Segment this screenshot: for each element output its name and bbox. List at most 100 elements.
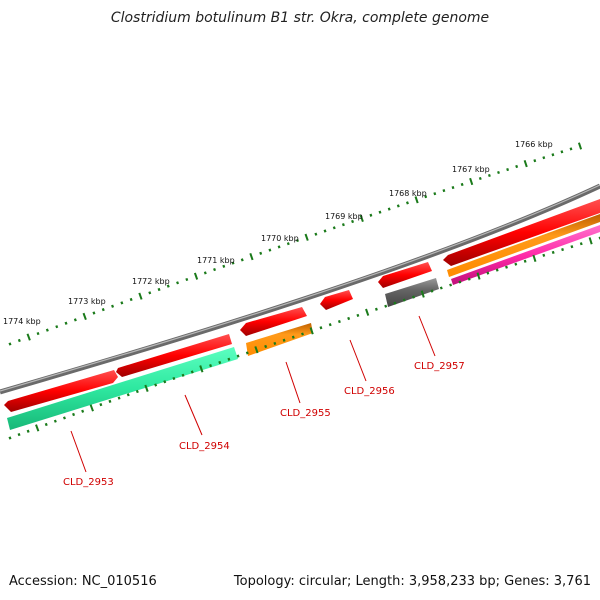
- major-tick: [249, 252, 254, 261]
- minor-tick: [442, 189, 446, 193]
- genome-backbone: [0, 183, 600, 395]
- minor-tick: [551, 250, 555, 255]
- minor-tick: [45, 328, 49, 332]
- minor-tick: [439, 286, 443, 290]
- minor-tick: [387, 207, 391, 211]
- minor-tick: [467, 277, 471, 281]
- minor-tick: [560, 150, 564, 154]
- cds-reverse-orange[interactable]: [246, 323, 313, 356]
- cds-forward[interactable]: [4, 370, 118, 412]
- gene-label[interactable]: CLD_2954: [179, 441, 230, 452]
- minor-tick: [542, 156, 546, 160]
- cds-reverse-gray[interactable]: [385, 278, 439, 307]
- minor-tick: [8, 436, 12, 440]
- gene-label[interactable]: CLD_2953: [63, 477, 114, 488]
- minor-tick: [405, 201, 409, 205]
- major-tick: [144, 384, 149, 392]
- minor-tick: [172, 376, 176, 381]
- minor-tick: [515, 164, 519, 169]
- minor-tick: [17, 338, 21, 343]
- minor-tick: [369, 213, 373, 217]
- scale-label: 1771 kbp: [197, 256, 235, 265]
- cds-forward[interactable]: [240, 307, 307, 336]
- minor-tick: [478, 176, 482, 181]
- gene-label[interactable]: CLD_2956: [344, 386, 395, 397]
- cds-reverse-green[interactable]: [7, 347, 238, 430]
- minor-tick: [497, 170, 500, 175]
- major-tick: [254, 346, 259, 354]
- major-tick: [476, 272, 481, 280]
- cds-forward[interactable]: [378, 262, 432, 288]
- minor-tick: [579, 242, 583, 246]
- cds-forward[interactable]: [320, 290, 353, 310]
- minor-tick: [26, 429, 30, 433]
- minor-tick: [64, 321, 68, 325]
- minor-tick: [460, 182, 464, 187]
- minor-tick: [129, 297, 133, 302]
- scale-label: 1773 kbp: [68, 297, 106, 306]
- minor-tick: [570, 245, 574, 249]
- minor-tick: [433, 192, 437, 196]
- major-tick: [89, 404, 94, 412]
- major-tick: [469, 177, 474, 186]
- minor-tick: [533, 159, 537, 163]
- minor-tick: [487, 173, 491, 178]
- scale-label: 1770 kbp: [261, 234, 299, 243]
- minor-tick: [412, 295, 415, 299]
- gene-leader-line: [70, 430, 87, 473]
- major-tick: [588, 237, 593, 245]
- major-tick: [577, 142, 583, 150]
- minor-tick: [73, 318, 77, 322]
- minor-tick: [101, 308, 105, 312]
- minor-tick: [117, 396, 121, 400]
- minor-tick: [514, 262, 518, 266]
- major-tick: [304, 233, 309, 241]
- minor-tick: [135, 389, 139, 394]
- minor-tick: [396, 204, 400, 208]
- scale-label: 1774 kbp: [3, 317, 41, 326]
- gene-label[interactable]: CLD_2955: [280, 408, 331, 419]
- minor-tick: [55, 325, 59, 329]
- minor-tick: [111, 304, 115, 308]
- minor-tick: [268, 248, 272, 252]
- minor-tick: [561, 248, 564, 252]
- cds-forward[interactable]: [116, 334, 232, 377]
- minor-tick: [301, 332, 304, 336]
- minor-tick: [319, 326, 323, 330]
- major-tick: [523, 159, 528, 168]
- scale-label: 1769 kbp: [325, 212, 363, 221]
- minor-tick: [17, 433, 21, 437]
- major-tick: [82, 312, 87, 321]
- minor-tick: [222, 264, 226, 268]
- cds-reverse-orange[interactable]: [447, 214, 600, 277]
- major-tick: [359, 214, 364, 223]
- cds-forward[interactable]: [443, 199, 600, 266]
- minor-tick: [190, 370, 194, 374]
- minor-tick: [351, 219, 355, 224]
- minor-tick: [451, 185, 455, 190]
- scale-label: 1767 kbp: [452, 165, 490, 174]
- minor-tick: [495, 268, 499, 272]
- minor-tick: [236, 354, 240, 358]
- minor-tick: [430, 289, 434, 293]
- minor-tick: [332, 226, 336, 230]
- major-tick: [365, 308, 370, 316]
- cds-reverse-magenta[interactable]: [451, 225, 600, 285]
- minor-tick: [72, 412, 76, 417]
- minor-tick: [323, 229, 327, 233]
- minor-tick: [486, 271, 490, 275]
- minor-tick: [218, 360, 222, 365]
- scale-label: 1772 kbp: [132, 277, 170, 286]
- genome-backbone-highlight: [0, 184, 600, 392]
- minor-tick: [227, 357, 231, 361]
- genome-summary-text: Topology: circular; Length: 3,958,233 bp…: [233, 574, 591, 589]
- minor-tick: [402, 298, 406, 302]
- major-tick: [138, 292, 143, 300]
- major-tick: [26, 333, 31, 341]
- minor-tick: [424, 195, 428, 199]
- gene-label[interactable]: CLD_2957: [414, 361, 465, 372]
- minor-tick: [277, 245, 281, 249]
- minor-tick: [551, 153, 555, 157]
